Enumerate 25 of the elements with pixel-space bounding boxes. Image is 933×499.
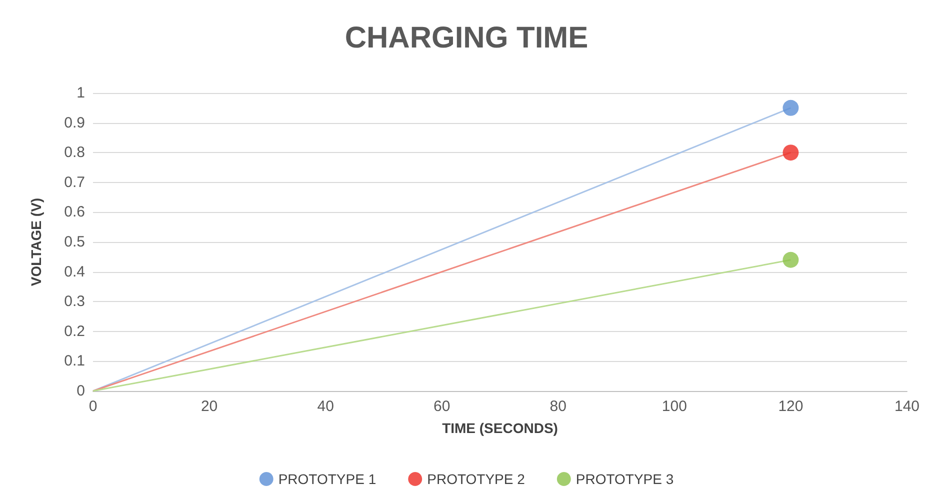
y-tick-label: 0 (76, 382, 85, 400)
y-tick-label: 0.7 (64, 174, 85, 191)
legend-label: PROTOTYPE 3 (576, 471, 674, 487)
x-tick-label: 80 (550, 398, 566, 415)
y-tick-label: 0.9 (64, 114, 85, 132)
chart-title: CHARGING TIME (344, 22, 588, 54)
x-tick-label: 20 (200, 398, 218, 415)
y-tick-label: 0.1 (64, 352, 85, 370)
y-axis-title: VOLTAGE (V) (28, 198, 44, 286)
y-tick-label: 0.4 (64, 263, 85, 280)
x-tick-label: 100 (662, 398, 687, 415)
x-tick-label: 140 (894, 398, 920, 415)
x-tick-label: 40 (317, 398, 334, 415)
x-axis-title: TIME (SECONDS) (442, 420, 558, 436)
x-tick-label: 120 (778, 398, 804, 415)
y-tick-label: 0.2 (64, 322, 85, 340)
legend-label: PROTOTYPE 2 (427, 471, 526, 487)
y-tick-label: 0.6 (64, 204, 85, 221)
x-tick-label: 0 (88, 398, 98, 415)
y-tick-label: 0.5 (64, 234, 85, 250)
y-tick-label: 1 (76, 84, 85, 102)
y-tick-label: 0.8 (64, 144, 85, 162)
y-tick-label: 0.3 (64, 293, 85, 310)
legend-label: PROTOTYPE 1 (278, 471, 376, 487)
x-tick-label: 60 (434, 398, 450, 415)
